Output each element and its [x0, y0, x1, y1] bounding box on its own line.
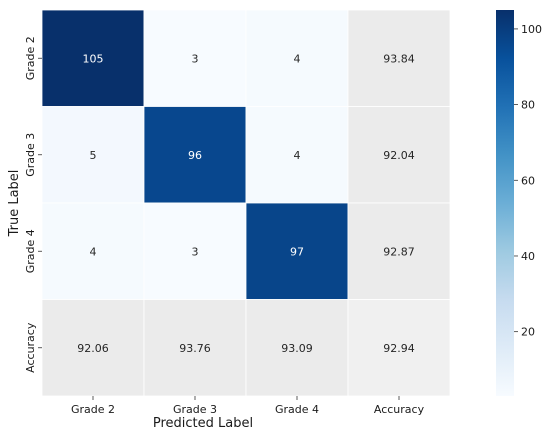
heatmap-cell-r3-c2 [245, 299, 349, 397]
y-tick-label-1: Grade 3 [24, 133, 37, 177]
y-tick-label-2: Grade 4 [24, 229, 37, 273]
colorbar-tick-label-2: 60 [521, 174, 535, 187]
cell-label-r1-c2: 4 [294, 149, 301, 162]
cell-label-r2-c0: 4 [90, 245, 97, 258]
x-axis-ticks: Grade 2 Grade 3 Grade 4 Accuracy [71, 396, 425, 416]
x-axis-label: Predicted Label [153, 416, 253, 431]
cell-label-r3-c3: 92.94 [383, 342, 415, 355]
heatmap-cell-r2-c1 [143, 202, 247, 300]
y-tick-label-0: Grade 2 [24, 36, 37, 80]
heatmap-cell-r2-c3 [347, 202, 451, 300]
heatmap-cell-r1-c0 [41, 106, 145, 204]
cell-label-r0-c2: 4 [294, 52, 301, 65]
heatmap-cell-labels: 105 3 4 93.84 5 96 4 92.04 4 3 97 92.87 92.06 93.76 93… [77, 52, 415, 355]
cell-label-r0-c0: 105 [83, 52, 104, 65]
colorbar-ticks: 20 40 60 80 100 [514, 23, 542, 339]
colorbar-tick-label-1: 40 [521, 250, 535, 263]
heatmap-cell-r3-c1 [143, 299, 247, 397]
cell-label-r1-c0: 5 [90, 149, 97, 162]
heatmap-cell-r3-c3 [347, 299, 451, 397]
y-axis-label: True Label [7, 170, 22, 238]
cell-label-r3-c1: 93.76 [179, 342, 211, 355]
heatmap-cell-r1-c3 [347, 106, 451, 204]
colorbar-tick-label-4: 100 [521, 23, 542, 36]
y-tick-label-3: Accuracy [24, 322, 37, 373]
heatmap-cell-r0-c3 [347, 9, 451, 107]
y-axis-ticks: Grade 2 Grade 3 Grade 4 Accuracy [24, 36, 42, 373]
heatmap-cell-r0-c0 [41, 9, 145, 107]
x-tick-label-3: Accuracy [374, 403, 425, 416]
cell-label-r3-c2: 93.09 [281, 342, 313, 355]
cell-label-r0-c3: 93.84 [383, 52, 415, 65]
colorbar-tick-label-0: 20 [521, 326, 535, 339]
x-tick-label-1: Grade 3 [173, 403, 217, 416]
heatmap-cells [41, 9, 451, 397]
cell-label-r2-c1: 3 [192, 245, 199, 258]
heatmap-cell-r1-c1 [143, 106, 247, 204]
cell-label-r0-c1: 3 [192, 52, 199, 65]
heatmap-cell-r0-c2 [245, 9, 349, 107]
cell-label-r1-c3: 92.04 [383, 149, 415, 162]
colorbar [496, 10, 514, 396]
x-tick-label-0: Grade 2 [71, 403, 115, 416]
cell-label-r3-c0: 92.06 [77, 342, 109, 355]
heatmap-cell-r3-c0 [41, 299, 145, 397]
heatmap-cell-r0-c1 [143, 9, 247, 107]
colorbar-tick-label-3: 80 [521, 99, 535, 112]
cell-label-r2-c3: 92.87 [383, 245, 415, 258]
cell-label-r2-c2: 97 [290, 245, 304, 258]
cell-label-r1-c1: 96 [188, 149, 202, 162]
x-tick-label-2: Grade 4 [275, 403, 319, 416]
